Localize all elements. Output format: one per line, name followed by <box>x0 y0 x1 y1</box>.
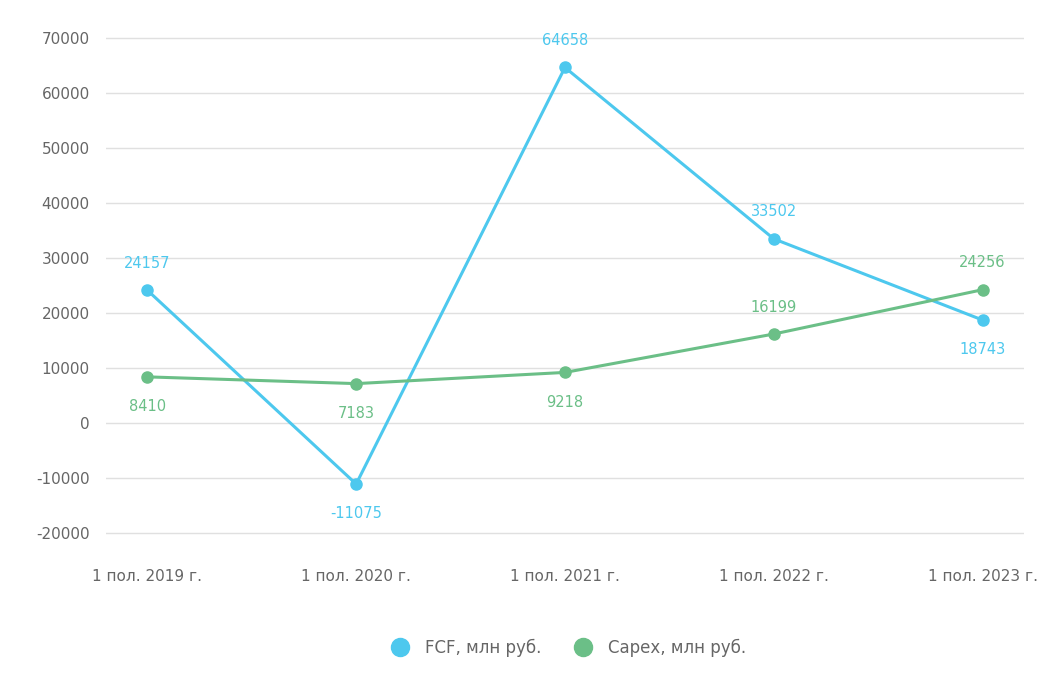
Text: 18743: 18743 <box>960 343 1005 357</box>
FCF, млн руб. <box>976 316 988 324</box>
Сарех, млн руб. <box>350 380 362 388</box>
FCF, млн руб. <box>768 235 780 243</box>
Legend: FCF, млн руб., Сарех, млн руб.: FCF, млн руб., Сарех, млн руб. <box>377 632 753 663</box>
Text: 16199: 16199 <box>751 300 797 315</box>
Text: 64658: 64658 <box>542 33 588 48</box>
FCF, млн руб. <box>350 480 362 488</box>
Text: -11075: -11075 <box>331 506 382 521</box>
Сарех, млн руб. <box>142 373 154 381</box>
Text: 8410: 8410 <box>129 399 166 414</box>
Text: 7183: 7183 <box>338 406 375 421</box>
Сарех, млн руб. <box>768 330 780 338</box>
Text: 24157: 24157 <box>125 256 171 271</box>
Text: 33502: 33502 <box>751 204 797 219</box>
Line: Сарех, млн руб.: Сарех, млн руб. <box>142 284 988 389</box>
FCF, млн руб. <box>559 64 571 72</box>
Text: 24256: 24256 <box>959 255 1005 270</box>
Сарех, млн руб. <box>976 286 988 294</box>
Text: 9218: 9218 <box>546 395 584 410</box>
Line: FCF, млн руб.: FCF, млн руб. <box>142 62 988 489</box>
FCF, млн руб. <box>142 286 154 294</box>
Сарех, млн руб. <box>559 368 571 376</box>
